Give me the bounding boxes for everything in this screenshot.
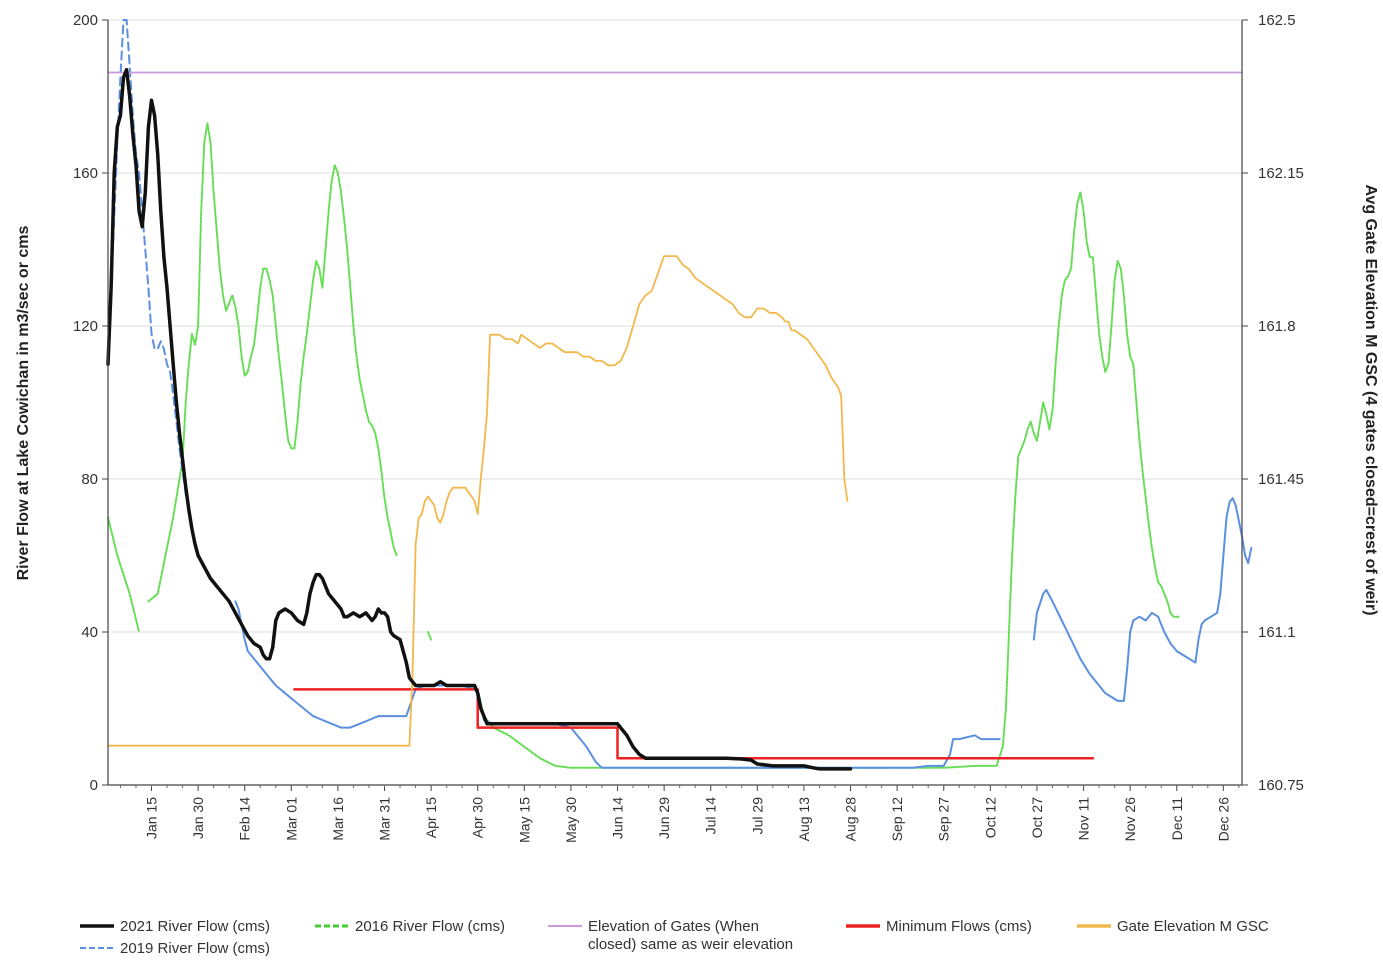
y2-tick-label: 162.5 (1258, 12, 1296, 29)
y2-tick-label: 161.8 (1258, 318, 1296, 335)
x-tick-label: Mar 16 (330, 797, 346, 841)
x-tick-label: Aug 13 (796, 797, 812, 842)
y2-axis-title: Avg Gate Elevation M GSC (4 gates closed… (1362, 184, 1379, 615)
legend-label-4: Gate Elevation M GSC (1117, 918, 1269, 935)
x-tick-label: Jul 14 (703, 797, 719, 835)
x-tick-label: Sep 12 (889, 797, 905, 842)
x-tick-label: Jun 14 (610, 797, 626, 839)
x-tick-label: Aug 28 (843, 797, 859, 842)
y2-tick-label: 160.75 (1258, 777, 1304, 794)
x-tick-label: Oct 27 (1029, 797, 1045, 838)
x-tick-label: Apr 15 (423, 797, 439, 838)
x-tick-label: May 15 (516, 797, 532, 843)
y2-tick-label: 161.1 (1258, 624, 1296, 641)
x-tick-label: Jan 30 (190, 797, 206, 839)
x-tick-label: Nov 11 (1076, 797, 1092, 841)
y-tick-label: 0 (90, 777, 98, 794)
legend-label-2-line2: closed) same as weir elevation (588, 936, 793, 953)
series-line-0-seg-1 (147, 122, 398, 603)
x-tick-label: Dec 26 (1215, 797, 1231, 842)
x-tick-label: Mar 01 (283, 797, 299, 841)
y-tick-label: 160 (73, 165, 98, 182)
legend-label-1: 2016 River Flow (cms) (355, 918, 505, 935)
series-line-1-seg-2 (1032, 497, 1253, 702)
x-tick-label: Sep 27 (936, 797, 952, 842)
gridlines (108, 19, 1242, 633)
x-tick-label: May 30 (563, 797, 579, 843)
legend-label-2: Elevation of Gates (When (588, 918, 759, 935)
x-tick-label: Apr 30 (470, 797, 486, 838)
x-tick-label: Feb 14 (237, 797, 253, 841)
legend-label-5: 2019 River Flow (cms) (120, 940, 270, 957)
x-tick-label: Jun 29 (656, 797, 672, 839)
y-tick-label: 80 (81, 471, 98, 488)
y-tick-label: 200 (73, 12, 98, 29)
y2-tick-label: 161.45 (1258, 471, 1304, 488)
x-tick-label: Mar 31 (377, 797, 393, 841)
y-axis-title: River Flow at Lake Cowichan in m3/sec or… (15, 226, 32, 581)
series-line-4-seg-0 (107, 255, 849, 747)
y-tick-label: 40 (81, 624, 98, 641)
x-tick-label: Jan 15 (143, 797, 159, 839)
series-line-0-seg-0 (107, 516, 141, 633)
series-line-3-seg-0 (293, 688, 1095, 760)
axis-ticks: 0 40 80 120 160 200 160.75 161.1 161.45 161.8 162.… (73, 12, 1304, 843)
legend-label-0: 2021 River Flow (cms) (120, 918, 270, 935)
series-line-1-seg-0 (107, 19, 190, 511)
y-tick-label: 120 (73, 318, 98, 335)
x-tick-label: Dec 11 (1169, 797, 1185, 841)
axes (107, 20, 1243, 786)
series-line-0-seg-2 (427, 631, 433, 641)
y2-tick-label: 162.15 (1258, 165, 1304, 182)
x-tick-label: Nov 26 (1122, 797, 1138, 842)
x-tick-label: Jul 29 (749, 797, 765, 835)
legend: 2021 River Flow (cms) 2016 River Flow (cm… (80, 918, 1269, 957)
series-line-0-seg-3 (464, 191, 1181, 769)
series-line-5-seg-0 (106, 67, 853, 771)
legend-label-3: Minimum Flows (cms) (886, 918, 1032, 935)
series-lines (106, 19, 1253, 771)
x-tick-label: Oct 12 (982, 797, 998, 838)
